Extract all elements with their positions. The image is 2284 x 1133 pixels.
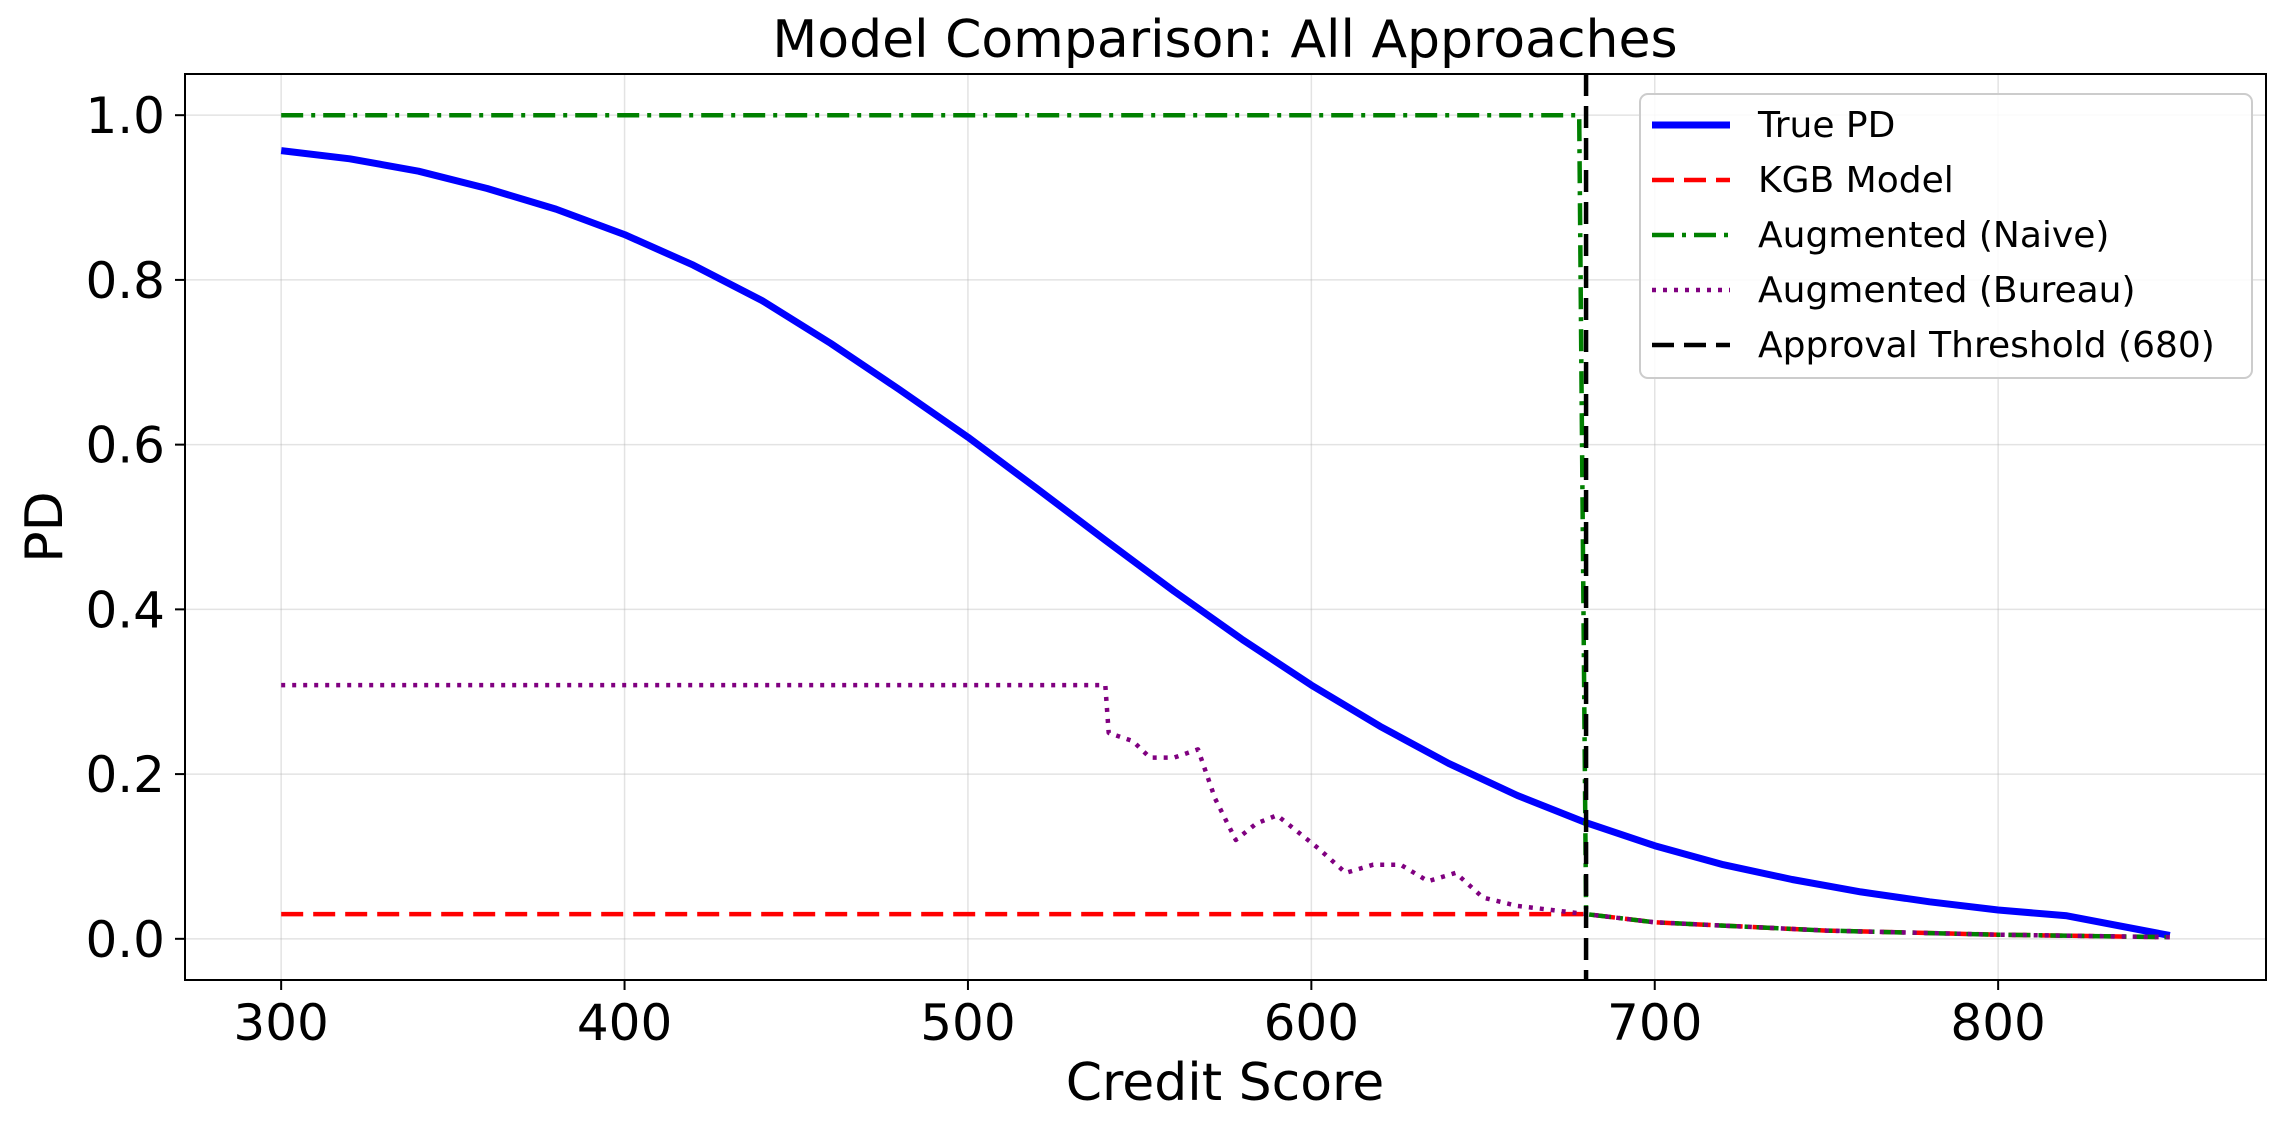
legend-label: Approval Threshold (680): [1758, 325, 2215, 366]
chart-title: Model Comparison: All Approaches: [772, 10, 1677, 70]
y-axis: 0.0 0.2 0.4 0.6 0.8 1.0: [85, 87, 185, 969]
x-tick-label: 800: [1950, 994, 2045, 1052]
legend-label: Augmented (Naive): [1758, 215, 2109, 256]
legend-label: True PD: [1757, 105, 1895, 146]
y-tick-label: 1.0: [85, 87, 165, 145]
x-axis: 300 400 500 600 700 800: [233, 980, 2046, 1052]
plot-frame: [184, 73, 2267, 981]
y-tick-label: 0.6: [85, 417, 165, 475]
legend-label: KGB Model: [1758, 160, 1954, 201]
x-tick-label: 500: [920, 994, 1015, 1052]
x-tick-label: 600: [1264, 994, 1359, 1052]
legend: True PD KGB Model Augmented (Naive) Augment…: [1639, 93, 2253, 379]
plot-lines: [280, 74, 2171, 980]
legend-box: [1639, 93, 2253, 379]
series-line-augmented-bureau: [281, 682, 2170, 940]
x-tick-label: 300: [233, 994, 328, 1052]
y-tick-label: 0.4: [85, 581, 165, 639]
y-tick-label: 0.2: [85, 746, 165, 804]
y-tick-label: 0.0: [85, 911, 165, 969]
x-tick-label: 700: [1607, 994, 1702, 1052]
x-axis-label: Credit Score: [1066, 1053, 1385, 1113]
legend-label: Augmented (Bureau): [1758, 270, 2136, 311]
series-line-augmented-naive: [281, 112, 2170, 940]
y-tick-label: 0.8: [85, 252, 165, 310]
y-axis-label: PD: [15, 491, 75, 562]
series-line-true-pd: [280, 147, 2171, 939]
x-tick-label: 400: [577, 994, 672, 1052]
